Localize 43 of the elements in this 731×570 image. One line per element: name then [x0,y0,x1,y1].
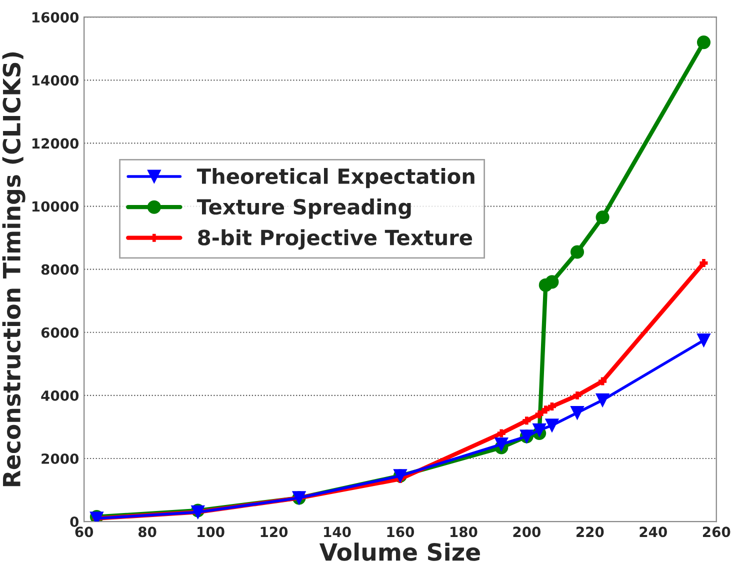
y-tick-label: 16000 [32,12,79,23]
x-tick-label: 140 [324,526,351,538]
point [570,406,584,420]
point [696,36,711,50]
legend-label: 8-bit Projective Texture [198,229,472,250]
x-tick-label: 60 [75,526,94,538]
y-tick-label: 6000 [41,327,79,338]
point [598,377,607,386]
point [542,406,550,414]
point [573,391,582,400]
y-axis-title: Reconstruction Timings (CLICKS) [2,52,26,486]
x-axis-title: Volume Size [319,542,480,561]
point [545,275,559,289]
x-tick-label: 180 [450,526,478,538]
x-tick-label: 260 [702,526,730,538]
point [494,438,508,452]
x-tick-label: 80 [138,526,156,538]
point [700,259,708,268]
x-tick-label: 100 [198,526,224,538]
point [522,416,531,425]
y-tick-label: 0 [70,516,79,528]
x-tick-label: 160 [387,526,414,538]
point [497,429,506,438]
y-tick-label: 12000 [32,138,79,149]
point [535,410,544,418]
y-tick-label: 10000 [32,201,79,212]
point [696,333,711,348]
point [570,245,584,259]
y-tick-label: 14000 [32,75,79,86]
point [548,402,556,410]
legend-label: Texture Spreading [196,198,411,219]
legend-label: Theoretical Expectation [196,168,474,188]
point [545,418,559,432]
y-tick-label: 2000 [42,453,79,464]
point [596,210,610,224]
x-tick-label: 200 [513,526,541,538]
y-tick-label: 8000 [41,264,79,275]
y-tick-label: 4000 [41,390,79,401]
point [596,393,610,407]
x-tick-label: 240 [640,526,667,538]
point [532,423,546,437]
x-tick-label: 220 [576,526,604,538]
x-tick-label: 120 [260,526,288,538]
